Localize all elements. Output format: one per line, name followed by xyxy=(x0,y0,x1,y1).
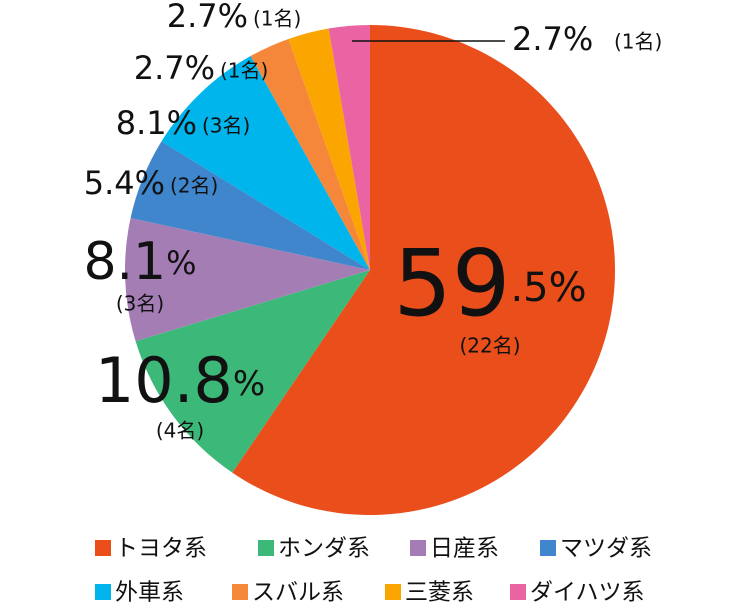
value-label: 8.1% xyxy=(116,104,197,142)
value-label: 2.7% xyxy=(167,0,248,35)
legend-swatch xyxy=(258,540,274,556)
legend-label: ホンダ系 xyxy=(278,536,370,562)
pie-slice xyxy=(135,270,370,473)
value-label-main: 59 xyxy=(393,230,510,337)
pie-slice xyxy=(288,28,370,270)
value-label: 2.7% xyxy=(134,49,215,87)
legend-swatch xyxy=(510,584,526,600)
pie-slice xyxy=(328,25,370,270)
legend-swatch xyxy=(95,540,111,556)
legend-label: 日産系 xyxy=(430,536,499,562)
legend-label: ダイハツ系 xyxy=(530,580,645,606)
legend-label: 外車系 xyxy=(115,580,184,606)
count-label: (4名) xyxy=(156,419,204,443)
pie-slice xyxy=(124,218,370,342)
value-label: 59.5% xyxy=(393,230,586,337)
legend-swatch xyxy=(95,584,111,600)
value-label-main: 10.8 xyxy=(95,344,233,417)
legend-label: 三菱系 xyxy=(405,580,474,606)
legend-label: マツダ系 xyxy=(560,536,652,562)
count-label: (1名) xyxy=(220,59,268,83)
value-label: 2.7% xyxy=(512,20,593,58)
value-label-tail: % xyxy=(233,364,265,404)
value-label-main: 8.1 xyxy=(83,232,166,292)
count-label: (1名) xyxy=(253,7,301,31)
value-label-tail: .5% xyxy=(510,265,586,311)
legend-swatch xyxy=(232,584,248,600)
count-label: (3名) xyxy=(116,292,164,316)
value-label: 10.8% xyxy=(95,344,265,417)
pie-slice xyxy=(232,25,616,515)
legend-swatch xyxy=(540,540,556,556)
count-label: (3名) xyxy=(202,114,250,138)
value-label: 5.4% xyxy=(84,164,165,202)
value-label-tail: % xyxy=(166,244,196,282)
legend-label: トヨタ系 xyxy=(115,536,207,562)
pie-slice xyxy=(130,141,370,270)
legend-swatch xyxy=(410,540,426,556)
value-label: 8.1% xyxy=(83,232,196,292)
pie-slice xyxy=(161,56,370,271)
legend-label: スバル系 xyxy=(252,580,344,606)
pie-slice xyxy=(250,38,370,271)
count-label: (2名) xyxy=(170,174,218,198)
count-label: (22名) xyxy=(459,334,520,358)
legend-swatch xyxy=(385,584,401,600)
count-label: (1名) xyxy=(614,30,662,54)
